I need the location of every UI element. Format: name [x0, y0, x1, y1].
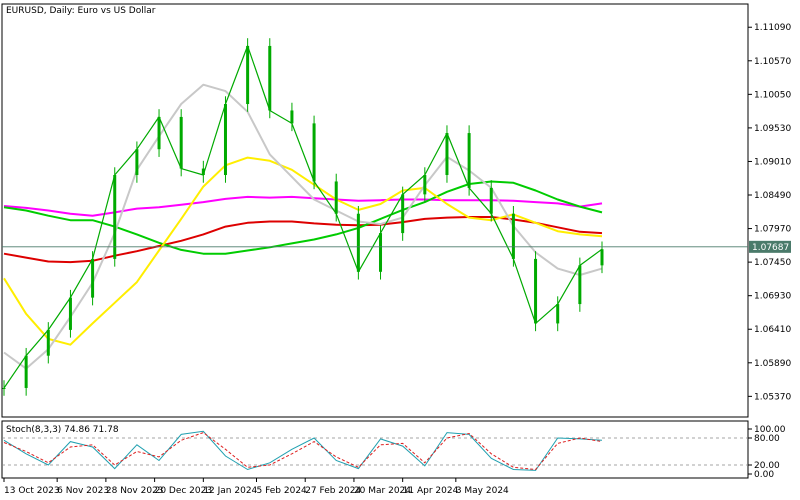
time-tick-label: 12 Jan 2024: [203, 486, 257, 496]
candle-body: [312, 123, 316, 182]
candle-body: [46, 329, 50, 356]
time-tick-label: 20 Mar 2024: [354, 486, 411, 496]
price-tick-label: 1.05370: [754, 392, 791, 402]
price-tick-label: 1.09010: [754, 157, 791, 167]
time-tick-label: 11 Apr 2024: [403, 486, 459, 496]
price-series-line: [3, 180, 603, 255]
candle-body: [534, 258, 538, 324]
price-tick-label: 1.07450: [754, 258, 791, 268]
candle-body: [157, 116, 161, 150]
price-series-line: [3, 45, 603, 389]
candle-body: [423, 175, 427, 195]
time-tick-label: 13 Oct 2023: [4, 486, 60, 496]
candle-body: [334, 181, 338, 214]
stoch-tick-label: 0.00: [754, 470, 774, 480]
price-series-line: [3, 83, 603, 370]
candle-body: [401, 194, 405, 234]
price-tick-label: 1.11090: [754, 23, 791, 33]
candle-body: [135, 149, 139, 176]
stoch-series-line: [3, 432, 603, 471]
price-axis: 1.11090 1.10570 1.10050 1.09530 1.09010 1.084…: [748, 23, 791, 402]
main-price-panel[interactable]: [1, 3, 749, 418]
time-tick-label: 20 Dec 2023: [155, 486, 213, 496]
candle-body: [24, 355, 28, 388]
time-tick-label: 3 May 2024: [456, 486, 509, 496]
candle-body: [467, 133, 471, 188]
price-tick-label: 1.05890: [754, 359, 791, 369]
candle-body: [290, 110, 294, 124]
candle-body: [223, 104, 227, 176]
stoch-tick-label: 80.00: [754, 434, 780, 444]
candle-body: [246, 45, 250, 105]
candle-body: [379, 233, 383, 272]
candle-body: [556, 304, 560, 324]
candle-body: [179, 116, 183, 169]
price-tick-label: 1.10050: [754, 90, 791, 100]
time-tick-label: 5 Feb 2024: [256, 486, 307, 496]
stoch-series-line: [3, 430, 603, 471]
stochastic-panel[interactable]: [1, 420, 749, 479]
candle-body: [201, 168, 205, 176]
time-tick-label: 28 Nov 2023: [106, 486, 164, 496]
stoch-frame: [1, 420, 749, 479]
stoch-tick-label: 20.00: [754, 461, 780, 471]
candle-body: [489, 187, 493, 214]
price-tick-label: 1.07970: [754, 225, 791, 235]
candle-body: [511, 213, 515, 259]
candle-body: [91, 258, 95, 298]
candle-body: [578, 265, 582, 305]
price-tick-label: 1.06930: [754, 292, 791, 302]
time-tick-label: 6 Nov 2023: [57, 486, 109, 496]
current-price-label: 1.07687: [752, 243, 789, 253]
price-tick-label: 1.08490: [754, 191, 791, 201]
candle-body: [445, 133, 449, 176]
main-frame: [1, 3, 749, 418]
chart-title: EURUSD, Daily: Euro vs US Dollar: [6, 6, 156, 16]
time-tick-label: 27 Feb 2024: [305, 486, 361, 496]
candle-body: [68, 297, 72, 330]
price-series-line: [3, 195, 603, 217]
stoch-tick-label: 100.00: [754, 425, 786, 435]
price-tick-label: 1.09530: [754, 124, 791, 134]
candle-body: [356, 213, 360, 272]
price-tick-label: 1.06410: [754, 325, 791, 335]
candle-body: [113, 175, 117, 259]
current-price-tag: [749, 240, 791, 253]
candle-body: [268, 45, 272, 111]
price-series-line: [3, 156, 603, 346]
price-tick-label: 1.10570: [754, 57, 791, 67]
stoch-label: Stoch(8,3,3) 74.86 71.78: [6, 425, 119, 435]
candle-body: [2, 387, 6, 389]
candle-body: [600, 249, 604, 266]
